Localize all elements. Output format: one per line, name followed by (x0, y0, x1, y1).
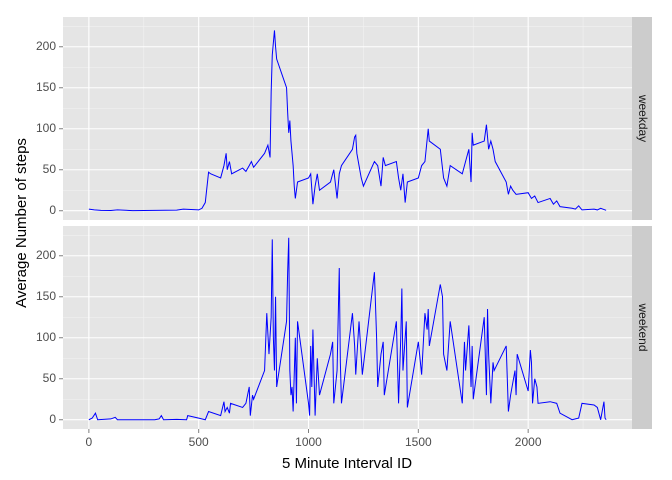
facet-label: weekday (636, 94, 650, 142)
facet-label: weekend (636, 302, 650, 351)
x-tick-label: 2000 (515, 435, 542, 449)
y-tick-label: 200 (36, 248, 56, 262)
data-line (88, 237, 607, 421)
y-tick-label: 50 (43, 162, 57, 176)
y-tick-label: 0 (49, 412, 56, 426)
panel-background (63, 226, 632, 429)
y-axis-title: Average Number of steps (13, 138, 30, 308)
panel-background (63, 17, 632, 220)
data-line (88, 30, 607, 212)
y-tick-label: 150 (36, 289, 56, 303)
x-tick-label: 1500 (405, 435, 432, 449)
x-tick-label: 0 (86, 435, 93, 449)
facet-strip (632, 17, 652, 220)
x-tick-label: 1000 (295, 435, 322, 449)
y-tick-label: 150 (36, 80, 56, 94)
y-tick-label: 100 (36, 330, 56, 344)
facet-strip (632, 226, 652, 429)
y-tick-label: 0 (49, 203, 56, 217)
y-tick-label: 50 (43, 371, 57, 385)
y-tick-label: 200 (36, 39, 56, 53)
x-axis-title: 5 Minute Interval ID (282, 455, 412, 472)
y-tick-label: 100 (36, 121, 56, 135)
x-tick-label: 500 (189, 435, 209, 449)
